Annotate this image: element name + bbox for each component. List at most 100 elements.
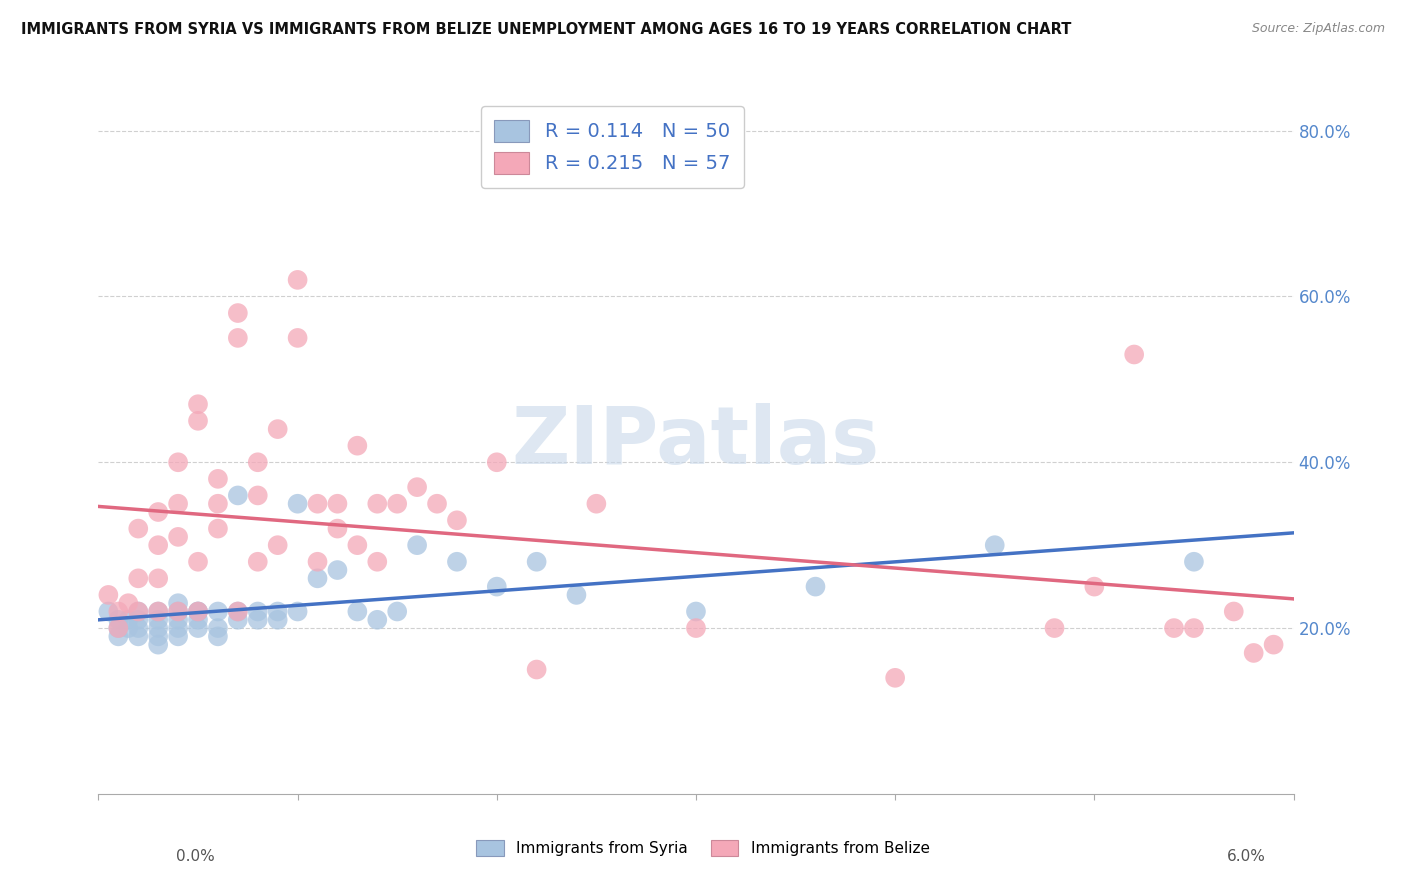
Point (226, 613, 249, 627)
Point (148, 638, 170, 652)
Point (526, 663, 548, 677)
Legend: R = 0.114   N = 50, R = 0.215   N = 57: R = 0.114 N = 50, R = 0.215 N = 57 (481, 106, 744, 188)
Point (385, 497, 409, 511)
Point (117, 621, 139, 635)
Point (187, 555, 209, 569)
Point (307, 497, 329, 511)
Point (187, 621, 209, 635)
Text: 6.0%: 6.0% (1226, 849, 1265, 863)
Point (287, 273, 309, 287)
Point (385, 605, 409, 619)
Point (167, 605, 190, 619)
Point (685, 605, 707, 619)
Point (148, 571, 170, 585)
Point (207, 605, 229, 619)
Point (366, 613, 388, 627)
Point (246, 613, 269, 627)
Point (307, 555, 329, 569)
Point (107, 605, 129, 619)
Point (167, 596, 190, 610)
Point (1182, 555, 1205, 569)
Point (804, 580, 827, 594)
Point (97, 605, 120, 619)
Point (148, 605, 170, 619)
Point (207, 621, 229, 635)
Point (107, 621, 129, 635)
Point (246, 488, 269, 502)
Point (287, 331, 309, 345)
Point (117, 596, 139, 610)
Text: 0.0%: 0.0% (176, 849, 215, 863)
Point (127, 621, 149, 635)
Legend: Immigrants from Syria, Immigrants from Belize: Immigrants from Syria, Immigrants from B… (471, 834, 935, 862)
Point (1243, 646, 1265, 660)
Point (246, 455, 269, 469)
Point (127, 613, 149, 627)
Point (346, 439, 368, 453)
Point (246, 555, 269, 569)
Point (346, 605, 368, 619)
Point (167, 621, 190, 635)
Point (148, 621, 170, 635)
Point (366, 497, 388, 511)
Point (187, 397, 209, 411)
Point (1182, 621, 1205, 635)
Point (226, 306, 249, 320)
Point (884, 671, 907, 685)
Point (326, 522, 349, 536)
Point (565, 588, 588, 602)
Point (187, 605, 209, 619)
Point (187, 613, 209, 627)
Point (307, 571, 329, 585)
Point (207, 629, 229, 643)
Point (127, 629, 149, 643)
Point (226, 605, 249, 619)
Point (226, 488, 249, 502)
Point (485, 580, 508, 594)
Point (1043, 621, 1066, 635)
Point (167, 455, 190, 469)
Point (346, 538, 368, 552)
Point (984, 538, 1007, 552)
Point (127, 571, 149, 585)
Point (107, 629, 129, 643)
Point (127, 605, 149, 619)
Point (287, 605, 309, 619)
Point (1083, 580, 1105, 594)
Point (226, 331, 249, 345)
Point (685, 621, 707, 635)
Point (207, 472, 229, 486)
Point (446, 555, 468, 569)
Point (426, 497, 449, 511)
Text: Source: ZipAtlas.com: Source: ZipAtlas.com (1251, 22, 1385, 36)
Point (167, 497, 190, 511)
Text: ZIPatlas: ZIPatlas (512, 402, 880, 481)
Point (366, 555, 388, 569)
Point (485, 455, 508, 469)
Point (446, 513, 468, 527)
Point (187, 414, 209, 428)
Point (187, 605, 209, 619)
Point (246, 605, 269, 619)
Point (167, 629, 190, 643)
Point (226, 605, 249, 619)
Point (148, 605, 170, 619)
Point (207, 522, 229, 536)
Point (127, 522, 149, 536)
Point (406, 480, 429, 494)
Point (326, 563, 349, 577)
Point (148, 629, 170, 643)
Point (117, 613, 139, 627)
Point (148, 505, 170, 519)
Point (167, 605, 190, 619)
Point (107, 621, 129, 635)
Point (148, 538, 170, 552)
Point (127, 605, 149, 619)
Point (1163, 621, 1185, 635)
Text: IMMIGRANTS FROM SYRIA VS IMMIGRANTS FROM BELIZE UNEMPLOYMENT AMONG AGES 16 TO 19: IMMIGRANTS FROM SYRIA VS IMMIGRANTS FROM… (21, 22, 1071, 37)
Point (107, 613, 129, 627)
Point (167, 613, 190, 627)
Point (287, 497, 309, 511)
Point (267, 422, 290, 436)
Point (1223, 605, 1246, 619)
